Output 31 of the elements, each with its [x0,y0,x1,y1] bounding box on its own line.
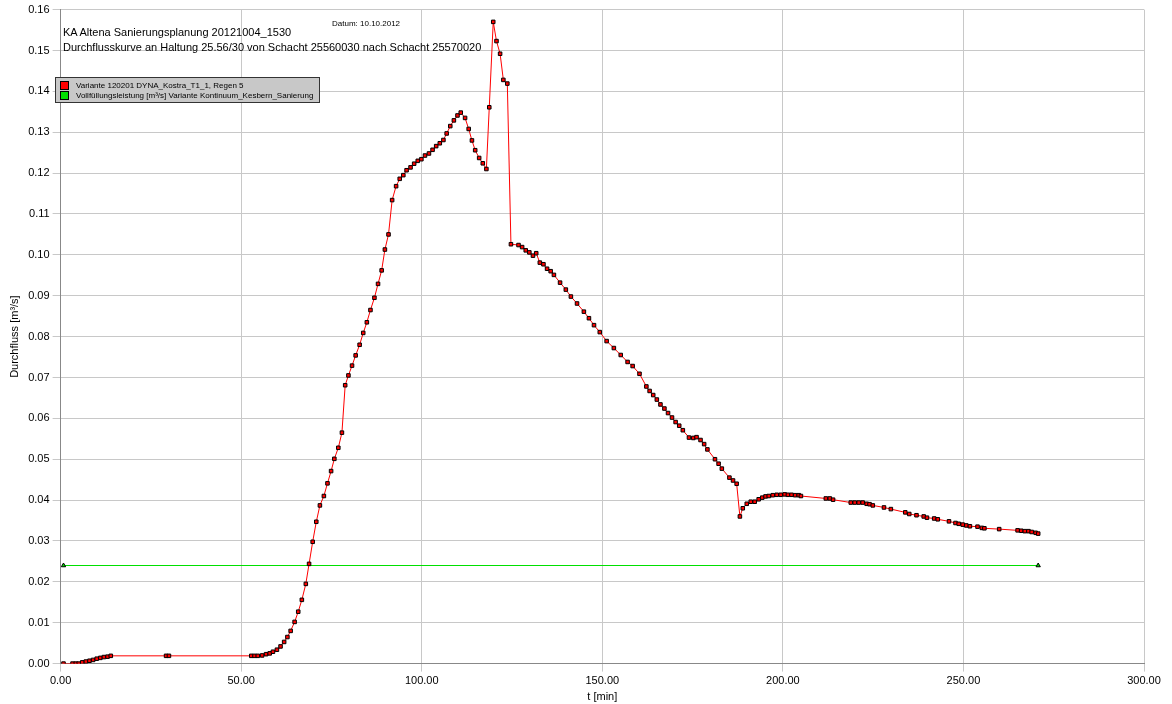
y-tick-label: 0.14 [28,84,50,97]
x-tick-label: 50.00 [227,674,255,687]
y-tick-label: 0.16 [28,2,50,15]
y-tick-label: 0.04 [28,493,50,506]
text: KA Altena Sanierungsplanung 20121004_1530 [63,26,292,38]
x-tick-label: 200.00 [766,674,800,687]
y-tick-label: 0.02 [28,574,50,587]
y-tick-label: 0.10 [28,247,50,260]
y-tick-label: 0.00 [28,656,50,669]
y-tick-label: 0.07 [28,370,50,383]
x-axis-title: t [min] [587,690,618,703]
y-tick-label: 0.09 [28,288,50,301]
legend-label: Vollfüllungsleistung [m³/s] Variante Kontinuum_Kesbern_Sanierung [76,90,314,100]
x-tick-label: 0.00 [49,674,72,687]
y-tick-label: 0.03 [28,534,50,547]
y-axis-title: Durchfluss [m³/s] [7,295,20,378]
x-tick-label: 100.00 [404,674,439,687]
y-tick-label: 0.05 [28,452,50,465]
y-tick-label: 0.08 [28,329,50,342]
annotation: Datum: 10.10.2012 [332,19,401,28]
y-tick-label: 0.13 [28,125,50,138]
y-tick-label: 0.11 [29,207,50,220]
text: Durchflusskurve an Haltung 25.56/30 von Schacht 25560030 nach Schacht 25570020 [63,41,482,53]
legend-label: Variante 120201 DYNA_Kostra_T1_1, Regen 5 [76,80,244,90]
y-tick-label: 0.12 [28,166,50,179]
x-tick-label: 250.00 [946,674,981,687]
x-tick-label: 150.00 [585,674,620,687]
y-tick-label: 0.06 [28,411,50,424]
y-tick-label: 0.01 [28,615,50,628]
y-tick-label: 0.15 [28,43,50,56]
x-tick-label: 300.00 [1127,674,1161,687]
